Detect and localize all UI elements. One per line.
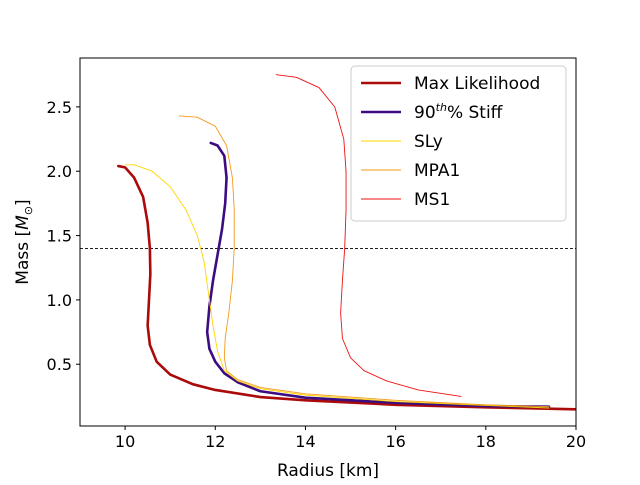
legend-label-90th-stiff: 90th% Stiff	[414, 101, 504, 123]
x-tick-label: 16	[385, 432, 405, 451]
legend-label-sly: SLy	[414, 132, 443, 152]
legend-label-mpa1: MPA1	[414, 161, 460, 181]
y-tick-label: 0.5	[47, 355, 72, 374]
y-tick-label: 2.5	[47, 98, 72, 117]
legend: Max Likelihood 90th% Stiff SLy MPA1 MS1	[350, 65, 567, 222]
axis-labels: Radius [km] Mass [M⊙]	[13, 199, 379, 481]
series-line-sly	[124, 164, 550, 409]
y-axis-label: Mass [M⊙]	[13, 199, 35, 284]
legend-label-ms1: MS1	[414, 190, 450, 210]
legend-box	[350, 65, 567, 222]
ticks-layer: 10 12 14 16 18 20 0.5 1.0 1.5 2.0 2.5	[47, 98, 587, 451]
x-tick-label: 14	[295, 432, 315, 451]
y-tick-label: 1.5	[47, 227, 72, 246]
series-line-mpa1	[178, 115, 550, 408]
x-axis-label: Radius [km]	[277, 461, 379, 480]
x-tick-label: 18	[476, 432, 496, 451]
series-line-90th-stiff	[205, 141, 551, 408]
legend-label-max-likelihood: Max Likelihood	[414, 74, 540, 94]
y-tick-label: 2.0	[47, 162, 72, 181]
plot-frame	[79, 57, 577, 427]
y-tick-label: 1.0	[47, 291, 72, 310]
x-tick-label: 10	[115, 432, 135, 451]
series-line-max-likelihood	[117, 164, 576, 411]
series-line-ms1	[275, 74, 462, 397]
series-layer	[117, 74, 576, 411]
x-tick-label: 20	[566, 432, 586, 451]
plot-frame-rect	[79, 57, 577, 427]
x-tick-label: 12	[205, 432, 225, 451]
